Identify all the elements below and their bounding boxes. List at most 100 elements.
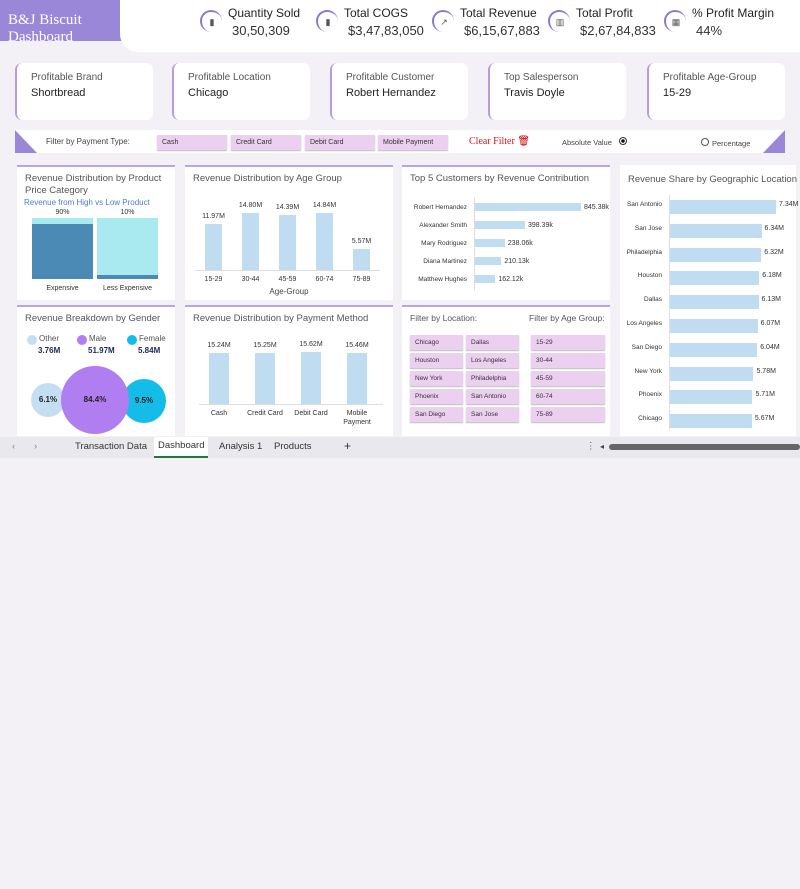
data-label: 15.46M	[345, 341, 369, 349]
bar	[279, 214, 296, 270]
location-slicer-button[interactable]: San Jose	[466, 407, 519, 422]
bubble	[31, 383, 65, 417]
chart-subtitle: Revenue from High vs Low Product	[24, 198, 150, 207]
bar	[209, 353, 229, 404]
legend-value: 5.84M	[138, 346, 161, 355]
trend-up-icon: ↗	[432, 10, 454, 32]
more-options-icon[interactable]: ⋮	[586, 441, 596, 452]
percentage-radio[interactable]	[701, 138, 709, 146]
age-slicer-button[interactable]: 45-59	[531, 371, 605, 386]
bar	[670, 390, 753, 405]
age-slicer-button[interactable]: 60-74	[531, 389, 605, 404]
kpi-value: 44%	[696, 23, 723, 38]
card-value: Robert Hernandez	[346, 87, 436, 99]
age-slicer-button[interactable]: 75-89	[531, 407, 605, 422]
bar	[670, 223, 762, 238]
data-label: 845.38k	[584, 204, 609, 211]
location-slicer-button[interactable]: Chicago	[410, 335, 463, 350]
location-slicer-button[interactable]: Philadelphia	[466, 371, 519, 386]
card-top-salesperson: Top Salesperson Travis Doyle	[488, 63, 626, 120]
bubble	[61, 366, 129, 434]
x-tick-label: Expensive	[46, 285, 79, 292]
bar	[205, 224, 222, 270]
location-slicer-button[interactable]: Phoenix	[410, 389, 463, 404]
kpi-value: $6,15,67,883	[464, 23, 540, 38]
y-tick-label: San Diego	[631, 343, 662, 351]
tab-analysis-1[interactable]: Analysis 1	[219, 441, 263, 452]
x-tick-label: 45-59	[278, 276, 297, 283]
card-profitable-age-group: Profitable Age-Group 15-29	[647, 63, 785, 120]
location-slicer-button[interactable]: Dallas	[466, 335, 519, 350]
y-tick-label: San Antonio	[626, 201, 662, 208]
y-axis-line	[669, 195, 670, 430]
card-profitable-location: Profitable Location Chicago	[172, 63, 310, 120]
payment-mobile-button[interactable]: Mobile Payment	[378, 135, 448, 150]
data-label: 5.67M	[754, 415, 775, 423]
age-slicer-button[interactable]: 30-44	[531, 353, 605, 368]
prev-sheet-icon[interactable]: ‹	[12, 441, 16, 452]
card-value: Travis Doyle	[504, 87, 565, 99]
scroll-left-icon[interactable]: ◂	[600, 442, 605, 451]
data-label: 15.24M	[207, 342, 231, 350]
location-slicer-button[interactable]: Houston	[410, 353, 463, 368]
payment-cash-button[interactable]: Cash	[157, 135, 227, 150]
payment-debit-card-button[interactable]: Debit Card	[305, 135, 375, 150]
clear-filter-button[interactable]: Clear Filter 🗑	[469, 136, 530, 147]
legend-value: 3.76M	[38, 346, 61, 355]
horizontal-scrollbar[interactable]	[609, 444, 800, 450]
location-slicer-button[interactable]: Los Angeles	[466, 353, 519, 368]
profit-chart-icon: ▥	[548, 10, 570, 32]
add-sheet-button[interactable]: +	[344, 439, 352, 453]
kpi-value: 30,50,309	[232, 23, 290, 38]
bar	[475, 221, 525, 229]
y-tick-label: Los Angeles	[626, 320, 662, 327]
bubble	[122, 379, 166, 423]
legend-swatch	[27, 335, 37, 345]
y-tick-label: Matthew Hughes	[418, 276, 467, 283]
absolute-value-radio[interactable]	[619, 137, 627, 145]
tab-products[interactable]: Products	[274, 441, 312, 452]
data-label: 238.06k	[507, 240, 533, 247]
location-slicer-button[interactable]: San Antonio	[466, 389, 519, 404]
card-label: Profitable Customer	[346, 72, 435, 83]
bar	[670, 271, 760, 286]
bar	[670, 247, 762, 262]
y-tick-label: Alexander Smith	[419, 222, 467, 229]
x-tick-label: 75-89	[352, 276, 371, 283]
bar	[670, 200, 776, 214]
kpi-label: Total Profit	[576, 6, 633, 20]
x-tick-label: 15-29	[204, 276, 223, 283]
payment-credit-card-button[interactable]: Credit Card	[231, 135, 301, 150]
x-tick-label: 60-74	[315, 276, 334, 283]
data-label: 7.34M	[779, 201, 799, 208]
bar-dark	[32, 224, 93, 279]
y-tick-label: New York	[634, 367, 662, 375]
x-tick-label: 30-44	[241, 276, 260, 283]
data-label: 14.80M	[238, 202, 263, 210]
panel-geographic: Revenue Share by Geographic Location San…	[620, 165, 799, 436]
data-label: 15.25M	[253, 342, 277, 350]
chart-title: Revenue Distribution by Payment Method	[193, 313, 369, 324]
tab-dashboard[interactable]: Dashboard	[154, 437, 209, 458]
bar	[353, 248, 370, 270]
next-sheet-icon[interactable]: ›	[34, 441, 38, 452]
tab-transaction-data[interactable]: Transaction Data	[75, 441, 147, 452]
data-label: 210.13k	[504, 258, 530, 265]
y-tick-label: San Jose	[634, 224, 662, 232]
location-slicer-button[interactable]: New York	[410, 371, 463, 386]
legend-value: 51.97M	[88, 346, 115, 355]
data-label: 5.78M	[756, 367, 776, 375]
location-slicer-button[interactable]: San Diego	[410, 407, 463, 422]
card-label: Profitable Location	[188, 72, 271, 83]
panel-age-group: Revenue Distribution by Age Group 11.97M…	[185, 165, 393, 300]
panel-top-customers: Top 5 Customers by Revenue Contribution …	[402, 165, 610, 300]
kpi-label: Total COGS	[344, 6, 409, 20]
age-filter-label: Filter by Age Group:	[529, 313, 605, 323]
age-slicer-button[interactable]: 15-29	[531, 335, 605, 350]
y-tick-label: Robert Hernandez	[413, 204, 467, 211]
panel-price-category: Revenue Distribution by Product Price Ca…	[17, 165, 175, 300]
data-label: 15.62M	[299, 341, 323, 348]
bubble-label: 9.5%	[134, 396, 154, 405]
panel-payment-method: Revenue Distribution by Payment Method 1…	[185, 305, 393, 436]
card-value: Chicago	[188, 87, 229, 99]
